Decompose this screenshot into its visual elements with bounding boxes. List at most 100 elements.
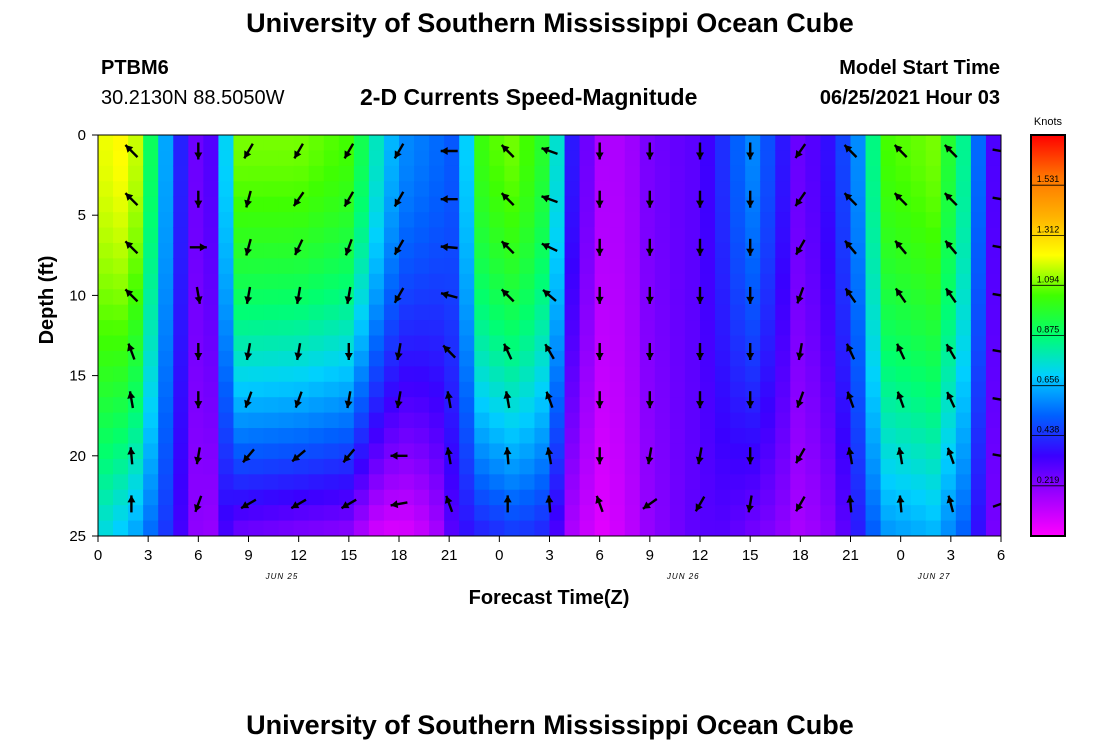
current-arrow	[795, 447, 806, 464]
heatmap-cell	[203, 489, 219, 506]
heatmap-cell	[173, 474, 189, 491]
heatmap-cell	[308, 412, 325, 429]
heatmap-cell	[263, 443, 280, 460]
heatmap-cell	[293, 335, 310, 352]
heatmap-cell	[399, 335, 415, 352]
heatmap-cell	[429, 505, 445, 522]
heatmap-cell	[654, 258, 671, 275]
heatmap-cell	[323, 443, 340, 460]
heatmap-cell	[760, 258, 776, 275]
heatmap-cell	[684, 258, 701, 275]
heatmap-cell	[338, 474, 355, 491]
heatmap-cell	[203, 135, 219, 152]
heatmap-cell	[970, 258, 987, 275]
heatmap-cell	[504, 227, 520, 244]
heatmap-cell	[278, 474, 295, 491]
heatmap-cell	[353, 320, 370, 337]
current-arrow	[695, 447, 704, 465]
heatmap-cell	[970, 366, 987, 383]
heatmap-cell	[745, 135, 761, 152]
current-arrow	[293, 143, 304, 160]
heatmap-cell	[248, 320, 265, 337]
heatmap-cell	[233, 520, 250, 536]
current-arrow	[343, 143, 355, 160]
y-tick-label: 5	[78, 207, 86, 224]
heatmap-cell	[549, 458, 566, 475]
heatmap-cell	[639, 196, 656, 213]
heatmap-cell	[925, 412, 942, 429]
heatmap-cell	[278, 489, 295, 506]
heatmap-cell	[624, 366, 641, 383]
heatmap-cell	[173, 181, 189, 198]
heatmap-cell	[654, 474, 671, 491]
heatmap-cell	[414, 273, 430, 290]
current-arrow	[645, 190, 654, 208]
heatmap-cell	[579, 135, 596, 152]
heatmap-cell	[564, 428, 581, 445]
heatmap-cell	[399, 320, 415, 337]
heatmap-cell	[609, 505, 626, 522]
heatmap-cell	[158, 428, 174, 445]
heatmap-cell	[970, 443, 987, 460]
heatmap-cell	[504, 412, 520, 429]
heatmap-cell	[624, 505, 641, 522]
heatmap-cell	[218, 165, 235, 182]
heatmap-cell	[865, 428, 882, 445]
heatmap-cell	[579, 212, 596, 229]
heatmap-cell	[549, 397, 566, 414]
current-arrow	[242, 448, 255, 464]
heatmap-cell	[654, 443, 671, 460]
heatmap-cell	[579, 304, 596, 321]
heatmap-cell	[775, 135, 791, 152]
current-arrow	[896, 447, 905, 465]
heatmap-cell	[489, 165, 505, 182]
heatmap-cell	[820, 458, 837, 475]
heatmap-cell	[624, 443, 641, 460]
current-arrow	[500, 192, 515, 207]
heatmap-cell	[850, 474, 867, 491]
heatmap-cell	[459, 150, 475, 167]
heatmap-cell	[383, 181, 400, 198]
heatmap-cell	[805, 397, 821, 414]
heatmap-cell	[654, 196, 671, 213]
heatmap-cell	[820, 227, 837, 244]
heatmap-cell	[504, 520, 520, 536]
heatmap-cell	[519, 289, 536, 306]
heatmap-cell	[474, 520, 490, 536]
heatmap-cell	[669, 397, 686, 414]
heatmap-cell	[684, 458, 701, 475]
heatmap-cell	[985, 150, 1001, 167]
heatmap-cell	[489, 273, 505, 290]
heatmap-cell	[624, 520, 641, 536]
heatmap-cell	[353, 289, 370, 306]
heatmap-cell	[233, 273, 250, 290]
heatmap-cell	[624, 135, 641, 152]
heatmap-cell	[820, 381, 837, 398]
heatmap-cell	[444, 350, 460, 367]
heatmap-cell	[233, 381, 250, 398]
heatmap-cell	[715, 135, 731, 152]
heatmap-cell	[895, 320, 912, 337]
heatmap-cell	[308, 181, 325, 198]
heatmap-cell	[218, 227, 235, 244]
heatmap-cell	[203, 505, 219, 522]
heatmap-cell	[970, 135, 987, 152]
heatmap-cell	[820, 397, 837, 414]
heatmap-cell	[519, 212, 536, 229]
heatmap-cell	[835, 304, 852, 321]
heatmap-cell	[775, 304, 791, 321]
heatmap-cell	[308, 212, 325, 229]
heatmap-cell	[865, 350, 882, 367]
heatmap-cell	[323, 350, 340, 367]
heatmap-cell	[158, 150, 174, 167]
heatmap-cell	[594, 258, 611, 275]
heatmap-cell	[925, 304, 942, 321]
heatmap-cell	[850, 196, 867, 213]
heatmap-cell	[143, 320, 159, 337]
heatmap-cell	[353, 428, 370, 445]
current-arrow	[394, 342, 403, 361]
heatmap-cell	[970, 458, 987, 475]
heatmap-cell	[203, 181, 219, 198]
current-arrow	[294, 342, 303, 361]
heatmap-cell	[248, 181, 265, 198]
